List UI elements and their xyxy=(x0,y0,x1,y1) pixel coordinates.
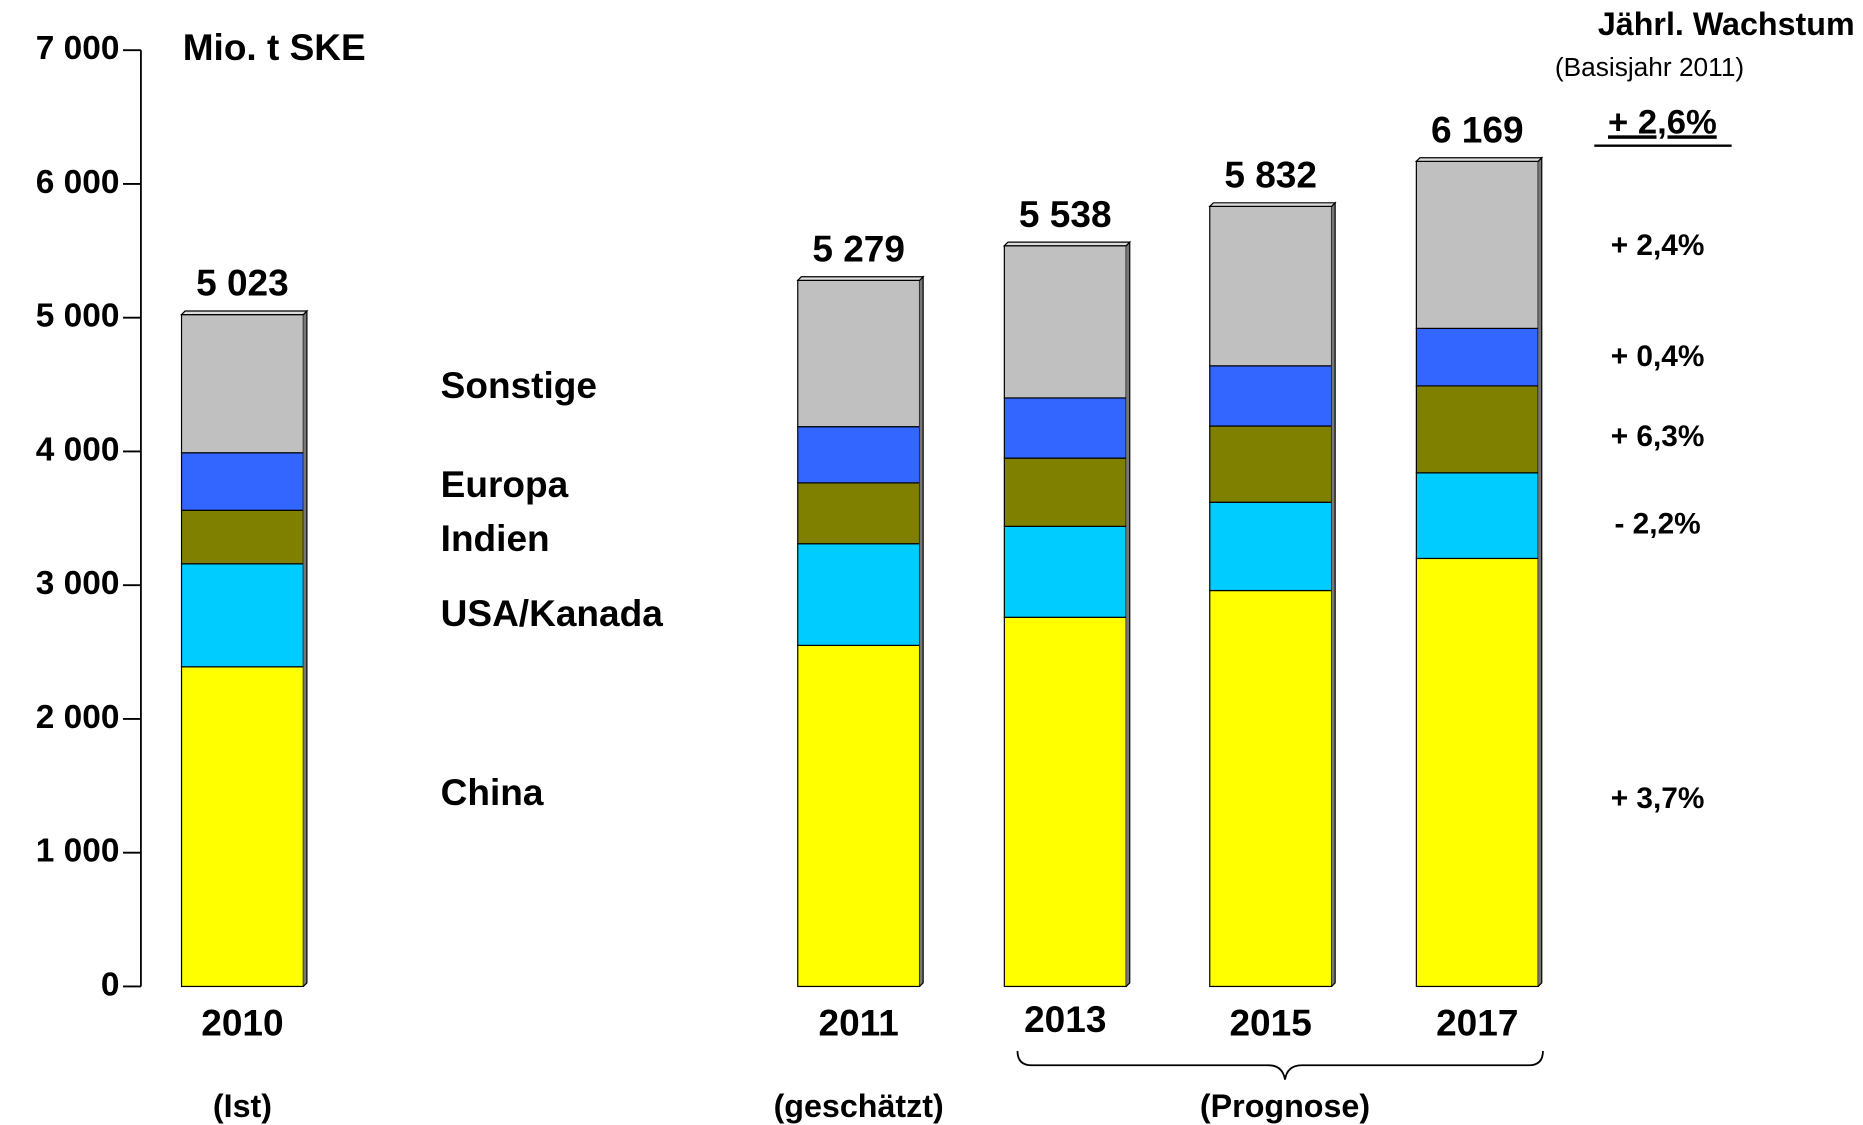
growth-label: - 2,2% xyxy=(1614,507,1700,540)
bar-edge xyxy=(919,275,924,987)
y-tick-label: 1 000 xyxy=(36,833,120,870)
legend-label: China xyxy=(441,771,544,813)
y-tick-label: 7 000 xyxy=(36,30,120,67)
y-axis-label: Mio. t SKE xyxy=(183,26,366,68)
total-label: 5 023 xyxy=(196,262,289,304)
legend-label: Europa xyxy=(441,463,569,505)
bar-segment xyxy=(1209,501,1333,592)
total-label: 5 279 xyxy=(812,227,905,269)
growth-title: Jährl. Wachstum xyxy=(1598,6,1855,42)
bar-segment xyxy=(1415,472,1539,560)
bar-segment xyxy=(1209,589,1333,988)
bar-edge xyxy=(302,309,308,987)
bar-edge xyxy=(1414,157,1544,162)
x-tick-label: 2015 xyxy=(1229,1002,1311,1044)
growth-label: + 2,4% xyxy=(1611,229,1705,262)
x-tick-label: 2017 xyxy=(1436,1002,1518,1044)
y-tick-label: 4 000 xyxy=(36,431,120,468)
bar-edge xyxy=(180,310,309,316)
bar-edge xyxy=(1125,240,1131,987)
bar-segment xyxy=(1415,385,1539,474)
bar-segment xyxy=(1415,557,1539,988)
bar-segment xyxy=(1003,457,1127,527)
growth-label: + 3,7% xyxy=(1611,782,1705,815)
y-tick-label: 6 000 xyxy=(36,164,120,201)
bar-segment xyxy=(1415,160,1539,329)
y-tick-label: 2 000 xyxy=(36,699,120,736)
total-label: 5 538 xyxy=(1019,193,1112,235)
bar-segment xyxy=(1209,205,1333,367)
bar-segment xyxy=(1003,245,1127,399)
bar-segment xyxy=(1415,327,1539,387)
bar-segment xyxy=(1209,425,1333,503)
y-tick-label: 3 000 xyxy=(36,565,120,602)
bar-segment xyxy=(1003,397,1127,459)
total-growth: + 2,6% xyxy=(1608,103,1717,141)
category-note: (Ist) xyxy=(213,1088,272,1124)
x-tick-label: 2011 xyxy=(818,1002,898,1044)
bar-segment xyxy=(797,644,921,988)
y-tick-label: 5 000 xyxy=(36,298,120,335)
legend-label: Indien xyxy=(441,517,550,559)
bar-edge xyxy=(1208,202,1337,207)
growth-label: + 6,3% xyxy=(1611,420,1705,453)
x-tick-label: 2013 xyxy=(1024,998,1106,1040)
bar-segment xyxy=(1003,525,1127,618)
bar-edge xyxy=(1331,201,1336,987)
y-tick-label: 0 xyxy=(101,966,120,1003)
bar-edge xyxy=(1537,156,1543,987)
brace xyxy=(1016,1050,1544,1080)
bar-edge xyxy=(796,276,925,281)
category-note: (geschätzt) xyxy=(774,1088,944,1124)
growth-subtitle: (Basisjahr 2011) xyxy=(1555,52,1744,82)
bar-segment xyxy=(180,509,304,565)
category-note: (Prognose) xyxy=(1200,1088,1370,1124)
bar-segment xyxy=(1003,616,1127,988)
bar-segment xyxy=(797,426,921,484)
legend-label: Sonstige xyxy=(441,364,597,406)
total-label: 5 832 xyxy=(1224,154,1317,196)
bar-segment xyxy=(797,482,921,545)
bar-segment xyxy=(180,314,304,454)
total-label: 6 169 xyxy=(1431,108,1524,150)
bar-segment xyxy=(180,563,304,668)
legend-label: USA/Kanada xyxy=(441,592,664,634)
growth-label: + 0,4% xyxy=(1611,340,1705,373)
bar-segment xyxy=(180,666,304,988)
bar-segment xyxy=(180,452,304,511)
bar-segment xyxy=(797,543,921,646)
bar-segment xyxy=(1209,365,1333,427)
x-tick-label: 2010 xyxy=(201,1002,283,1044)
bar-edge xyxy=(1002,241,1132,247)
bar-segment xyxy=(797,279,921,428)
